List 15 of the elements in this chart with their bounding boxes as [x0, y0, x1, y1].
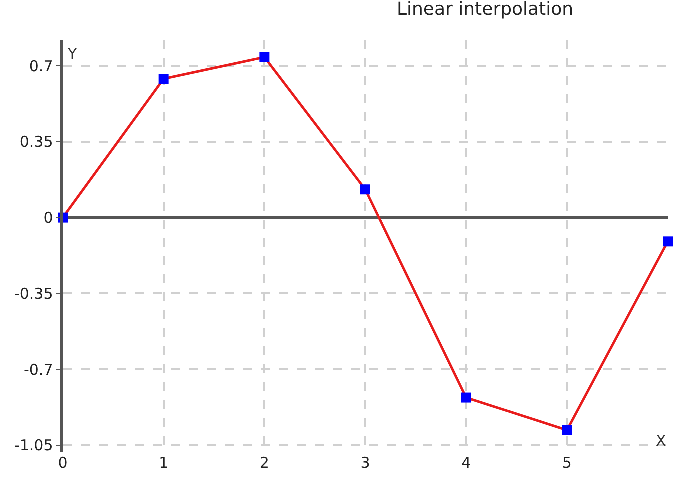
- x-tick-label: 0: [58, 454, 68, 472]
- y-tick-label: -1.05: [14, 436, 54, 455]
- y-tick-label: 0.7: [29, 57, 54, 76]
- x-tick-label: 3: [360, 454, 370, 472]
- x-tick-label: 2: [260, 454, 270, 472]
- x-tick-label: 5: [562, 454, 572, 472]
- y-tick-label: -0.7: [24, 360, 54, 379]
- y-axis-title: Y: [67, 45, 78, 63]
- x-tick-label: 4: [462, 454, 472, 472]
- chart-title: Linear interpolation: [397, 0, 574, 20]
- x-axis-title: X: [656, 432, 666, 450]
- y-tick-label: 0: [44, 209, 54, 228]
- y-tick-label: 0.35: [20, 133, 54, 152]
- x-tick-label: 1: [159, 454, 169, 472]
- y-tick-label: -0.35: [14, 284, 54, 303]
